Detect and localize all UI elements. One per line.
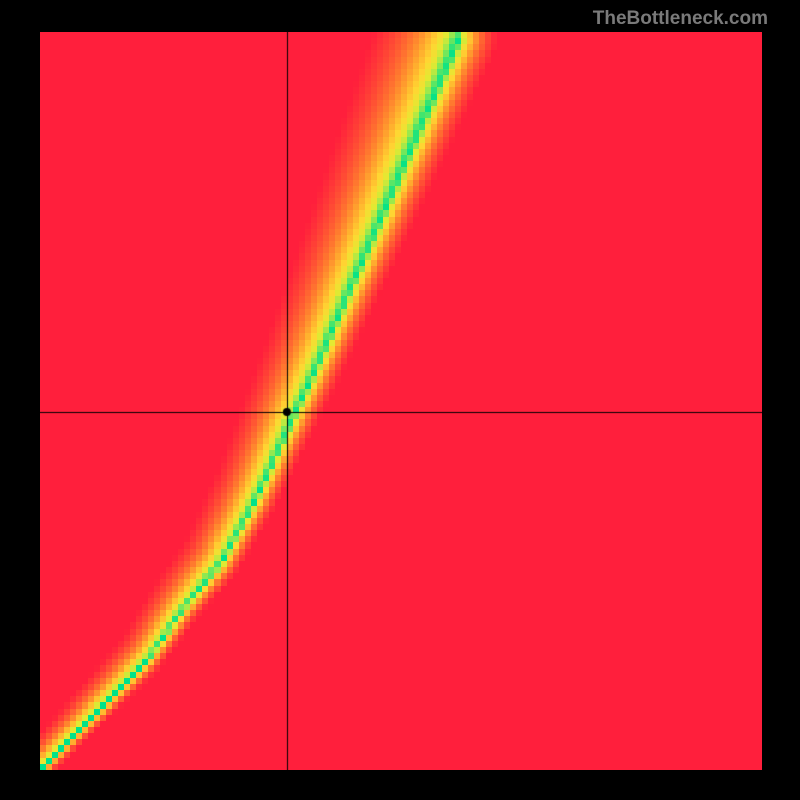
watermark-text: TheBottleneck.com <box>593 8 768 30</box>
crosshair-overlay <box>40 32 762 770</box>
